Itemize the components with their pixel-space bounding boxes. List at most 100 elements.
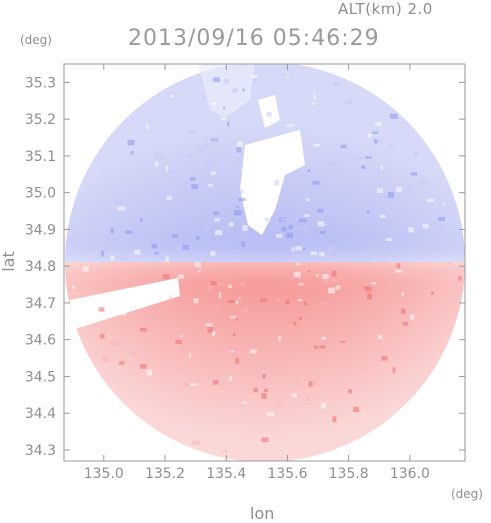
echo-speckle [362,286,369,289]
echo-speckle [301,247,306,251]
echo-speckle [354,157,363,161]
echo-speckle [298,218,307,223]
echo-speckle [426,198,435,202]
echo-speckle [198,270,201,273]
echo-speckle [210,251,216,256]
echo-speckle [275,299,281,302]
echo-speckle [402,210,409,216]
echo-speckle [331,270,337,277]
echo-speckle [332,416,337,423]
echo-speckle [192,440,201,445]
echo-speckle [375,121,382,127]
echo-speckle [132,352,138,357]
echo-speckle [410,172,417,176]
echo-speckle [190,177,196,181]
echo-speckle [374,283,379,288]
echo-speckle [233,209,242,216]
echo-speckle [213,135,220,142]
echo-speckle [265,119,273,123]
echo-speckle [140,327,147,332]
echo-speckle [140,218,143,222]
echo-speckle [223,449,228,453]
echo-speckle [227,300,235,303]
echo-speckle [322,274,329,280]
echo-speckle [157,210,165,214]
echo-speckle [311,369,315,372]
echo-speckle [378,335,383,339]
echo-speckle [212,330,216,336]
echo-speckle [261,437,269,443]
echo-speckle [216,449,219,453]
echo-speckle [328,287,335,294]
y-tick-label: 34.3 [25,443,56,459]
echo-speckle [420,179,428,185]
echo-speckle [329,160,337,167]
echo-speckle [240,282,245,287]
echo-speckle [324,223,330,227]
echo-speckle [176,367,180,371]
echo-speckle [228,222,234,227]
y-tick-label: 35.1 [25,149,56,165]
echo-speckle [270,186,273,190]
echo-speckle [327,245,335,252]
echo-speckle [182,244,189,250]
echo-speckle [82,266,89,272]
echo-speckle [264,388,269,393]
echo-speckle [210,280,217,285]
echo-speckle [235,318,238,321]
echo-speckle [289,153,297,159]
echo-speckle [303,231,309,234]
echo-speckle [223,78,230,84]
velocity-field [64,64,465,461]
echo-speckle [237,190,244,194]
echo-speckle [367,293,372,300]
echo-speckle [362,367,371,370]
echo-speckle [383,287,391,290]
echo-speckle [367,254,372,261]
echo-speckle [154,251,159,255]
echo-speckle [217,282,225,285]
y-tick-label: 35.3 [25,75,56,91]
echo-speckle [93,220,97,224]
x-tick-label: 135.2 [145,466,185,482]
echo-speckle [313,143,320,147]
echo-speckle [277,400,283,403]
echo-speckle [266,412,274,416]
echo-speckle [278,335,282,341]
echo-speckle [238,295,243,302]
x-tick-label: 135.8 [329,466,369,482]
echo-speckle [227,121,230,127]
echo-speckle [162,274,170,280]
echo-speckle [239,152,243,156]
echo-speckle [319,251,325,257]
echo-speckle [212,380,219,385]
echo-speckle [204,227,209,232]
echo-speckle [205,323,213,327]
echo-speckle [242,88,245,92]
echo-speckle [236,172,242,179]
x-axis-unit: (deg) [451,487,483,501]
echo-speckle [307,270,311,273]
no-echo-region [258,95,280,128]
echo-speckle [193,298,199,304]
echo-speckle [422,224,429,229]
echo-speckle [388,144,394,148]
echo-speckle [317,208,324,213]
echo-speckle [295,227,301,231]
echo-speckle [312,102,315,106]
echo-speckle [293,321,297,326]
echo-speckle [322,278,329,284]
echo-speckle [134,249,141,255]
echo-speckle [228,284,233,289]
echo-speckle [347,319,355,324]
echo-speckle [238,197,246,201]
echo-speckle [228,375,233,381]
echo-speckle [101,355,109,362]
echo-speckle [299,316,302,321]
echo-speckle [211,171,217,175]
echo-speckle [188,130,196,135]
echo-speckle [125,230,133,234]
echo-speckle [458,276,462,281]
echo-speckle [370,282,377,285]
